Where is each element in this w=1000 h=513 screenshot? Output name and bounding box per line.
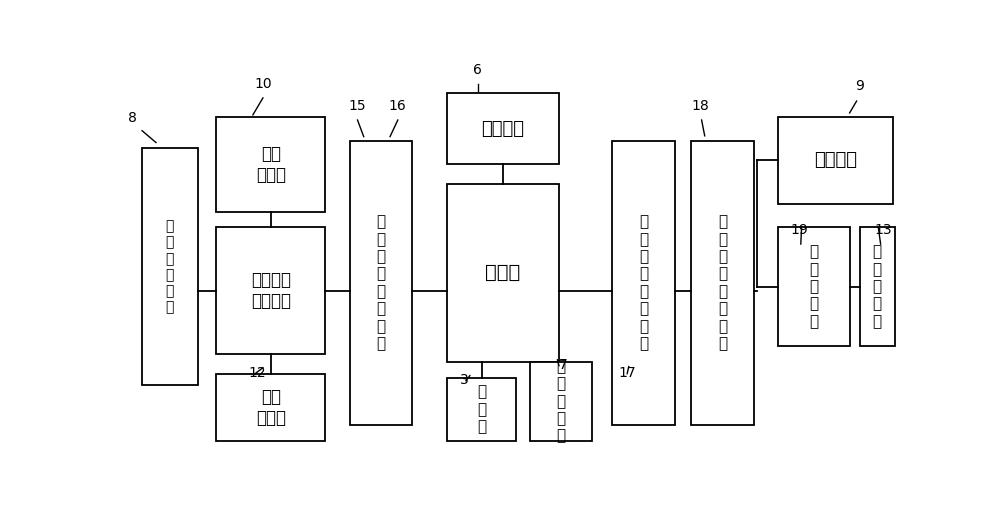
Text: 圆
筒
换
气
扇: 圆 筒 换 气 扇 [873,244,882,329]
Text: 9: 9 [855,79,864,93]
Bar [530,362,592,441]
Text: 操
控
屏: 操 控 屏 [477,384,486,434]
Text: 中央空调: 中央空调 [814,151,857,169]
Text: 粉尘
检测器: 粉尘 检测器 [256,145,286,184]
Text: 18: 18 [691,99,709,113]
Text: 15: 15 [349,99,366,113]
Text: 光纤调制
解调器一: 光纤调制 解调器一 [251,271,291,310]
Text: 光
纤
调
制
解
调
器
二: 光 纤 调 制 解 调 器 二 [718,214,727,351]
Bar [142,148,198,385]
Bar [216,227,325,354]
Bar [216,373,325,441]
Bar [447,378,516,441]
Text: 12: 12 [248,366,266,380]
Text: 13: 13 [874,223,892,238]
Text: 旋
转
报
警
器: 旋 转 报 警 器 [556,359,565,444]
Text: 16: 16 [389,99,407,113]
Text: 6: 6 [473,64,482,77]
Bar [691,141,754,425]
Bar [447,184,559,362]
Text: 装置开关: 装置开关 [481,120,524,137]
Text: 温
湿
度
传
感
器: 温 湿 度 传 感 器 [166,220,174,314]
Text: 10: 10 [254,77,272,91]
Bar [612,141,675,425]
Text: 7: 7 [558,358,567,371]
Text: 光
纤
调
制
解
调
器
二: 光 纤 调 制 解 调 器 二 [639,214,648,351]
Text: 3: 3 [460,373,469,387]
Text: 异味
传感器: 异味 传感器 [256,388,286,427]
Bar [778,227,850,346]
Text: 电
机
控
制
器: 电 机 控 制 器 [809,244,819,329]
Bar [447,93,559,164]
Text: 17: 17 [618,366,636,380]
Bar [350,141,412,425]
Text: 8: 8 [128,111,137,125]
Bar [778,117,893,204]
Bar [216,117,325,212]
Text: 控制器: 控制器 [485,263,520,282]
Text: 光
纤
调
制
解
调
器
一: 光 纤 调 制 解 调 器 一 [376,214,385,351]
Bar [860,227,895,346]
Text: 19: 19 [790,223,808,238]
